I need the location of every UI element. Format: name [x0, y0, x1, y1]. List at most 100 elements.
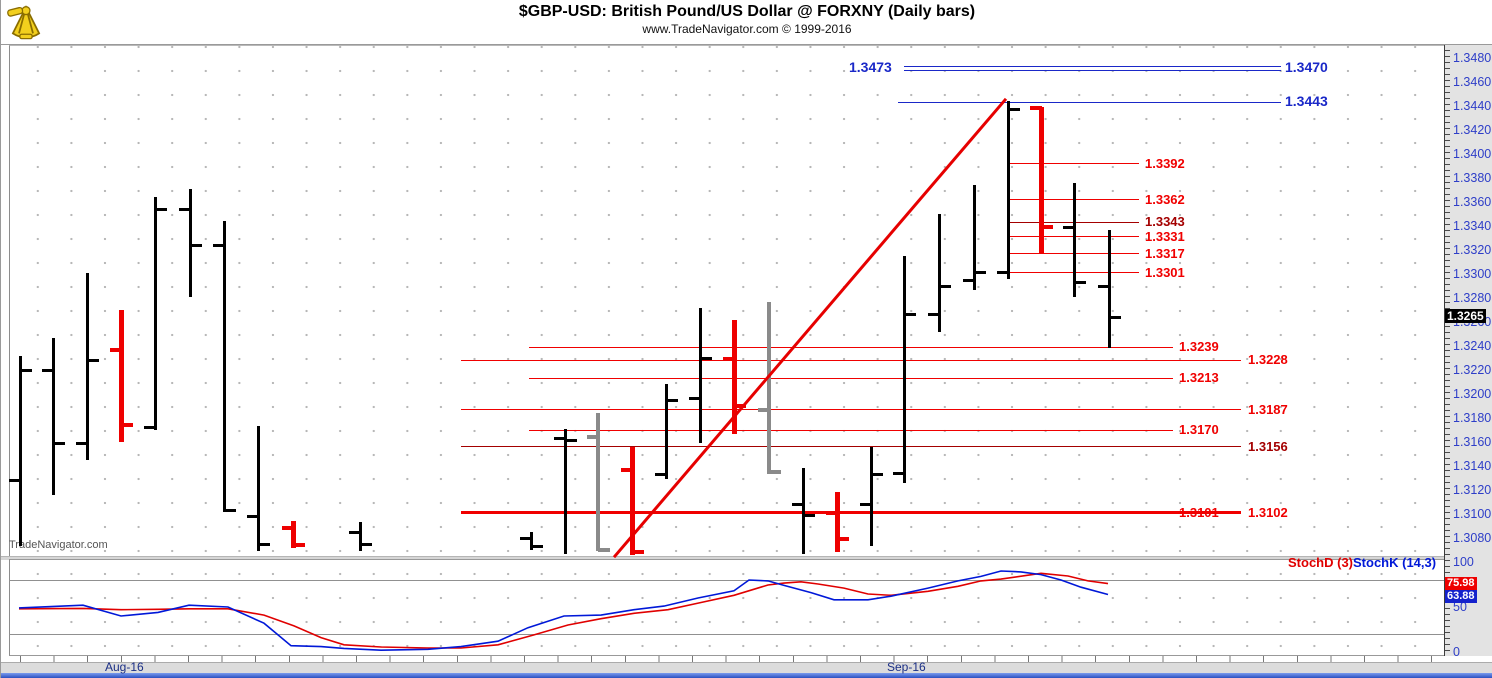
ohlc-open-tick: [963, 278, 975, 282]
stochastic-panel-canvas[interactable]: [9, 559, 1444, 656]
ohlc-bar: [223, 221, 226, 512]
ohlc-bar: [835, 492, 840, 553]
ohlc-close-tick: [974, 271, 986, 275]
price-axis-label: 1.3320: [1453, 243, 1492, 257]
ohlc-bar: [699, 307, 702, 444]
ohlc-open-tick: [689, 397, 701, 401]
ohlc-bar: [52, 337, 55, 495]
date-axis-band[interactable]: [1, 662, 1492, 673]
price-line[interactable]: [461, 359, 1241, 361]
ohlc-close-tick: [258, 542, 270, 546]
date-axis-label: Sep-16: [887, 660, 926, 674]
price-axis-label: 1.3480: [1453, 51, 1492, 65]
price-axis-label: 1.3100: [1453, 507, 1492, 521]
stochk-legend-label[interactable]: StochK (14,3): [1353, 555, 1437, 570]
ohlc-open-tick: [587, 435, 599, 440]
ohlc-bar: [154, 197, 157, 430]
ohlc-close-tick: [700, 356, 712, 360]
ohlc-open-tick: [9, 478, 21, 482]
header-divider: [1, 44, 1492, 45]
ohlc-open-tick: [42, 368, 54, 372]
ohlc-bar: [903, 256, 906, 483]
ohlc-bar: [596, 413, 600, 552]
ohlc-close-tick: [190, 243, 202, 247]
stoch-level-line: [9, 580, 1444, 581]
watermark: TradeNavigator.com: [9, 539, 108, 551]
ohlc-close-tick: [565, 439, 577, 443]
current-price-badge: 1.3265: [1445, 309, 1486, 323]
ohlc-open-tick: [655, 472, 667, 476]
tradenavigator-logo-icon: [5, 2, 47, 42]
ohlc-bar: [767, 301, 771, 475]
stochd-legend-label[interactable]: StochD (3): [1288, 555, 1353, 570]
stochk-value-badge: 63.88: [1445, 590, 1477, 604]
price-axis-label: 1.3420: [1453, 123, 1492, 137]
price-axis-label: 1.3160: [1453, 435, 1492, 449]
price-axis-label: 1.3280: [1453, 291, 1492, 305]
ohlc-open-tick: [893, 471, 905, 475]
ohlc-bar: [1007, 101, 1010, 279]
horizontal-scrollbar[interactable]: [1, 673, 1492, 678]
price-axis-label: 1.3240: [1453, 339, 1492, 353]
price-line[interactable]: [529, 377, 1173, 379]
price-axis-label: 1.3180: [1453, 411, 1492, 425]
price-line[interactable]: [461, 511, 1241, 515]
price-axis-label: 1.3340: [1453, 219, 1492, 233]
ohlc-close-tick: [53, 441, 65, 445]
ohlc-close-tick: [293, 543, 305, 548]
price-line[interactable]: [1008, 163, 1139, 165]
price-axis-label: 1.3140: [1453, 459, 1492, 473]
price-axis-label: 1.3360: [1453, 195, 1492, 209]
stochd-value-badge: 75.98: [1445, 577, 1477, 591]
resistance-line[interactable]: [898, 102, 1281, 104]
ohlc-close-tick: [224, 508, 236, 512]
resistance-line[interactable]: [904, 70, 1281, 71]
ohlc-close-tick: [769, 470, 781, 474]
price-line-label: 1.3362: [1145, 191, 1185, 207]
price-axis[interactable]: [1444, 45, 1492, 656]
price-axis-label: 1.3300: [1453, 267, 1492, 281]
ohlc-close-tick: [155, 207, 167, 211]
ohlc-bar: [119, 310, 124, 442]
chart-title: $GBP-USD: British Pound/US Dollar @ FORX…: [518, 3, 976, 20]
ohlc-bar: [257, 426, 260, 552]
price-line[interactable]: [461, 409, 1241, 411]
ohlc-bar: [189, 188, 192, 297]
price-axis-label: 1.3440: [1453, 99, 1492, 113]
ohlc-open-tick: [723, 357, 735, 362]
ohlc-open-tick: [928, 313, 940, 317]
ohlc-bar: [870, 446, 873, 547]
price-axis-label: 1.3460: [1453, 75, 1492, 89]
price-line-label: 1.3213: [1179, 370, 1219, 386]
ohlc-open-tick: [349, 530, 361, 534]
stoch-level-line: [9, 634, 1444, 635]
chart-subtitle: www.TradeNavigator.com © 1999-2016: [642, 22, 852, 36]
ohlc-open-tick: [520, 536, 532, 540]
ohlc-bar: [1073, 182, 1076, 297]
ohlc-close-tick: [1041, 225, 1053, 230]
date-axis-label: Aug-16: [105, 660, 144, 674]
ohlc-bar: [86, 272, 89, 460]
price-line-label: 1.3170: [1179, 422, 1219, 437]
price-line[interactable]: [461, 446, 1241, 448]
resistance-line[interactable]: [904, 66, 1281, 68]
resistance-line-label: 1.3473: [849, 59, 892, 76]
ohlc-close-tick: [598, 548, 610, 552]
price-axis-label: 1.3080: [1453, 531, 1492, 545]
ohlc-open-tick: [554, 436, 566, 440]
ohlc-bar: [530, 532, 533, 550]
ohlc-close-tick: [666, 398, 678, 402]
stoch-axis-label: 100: [1453, 555, 1474, 569]
date-axis-ticks: [9, 656, 1444, 662]
price-line-label: 1.3228: [1248, 352, 1288, 368]
ohlc-open-tick: [826, 510, 838, 515]
price-line[interactable]: [529, 346, 1173, 348]
price-axis-label: 1.3380: [1453, 171, 1492, 185]
resistance-line-label: 1.3470: [1285, 59, 1328, 76]
ohlc-bar: [732, 319, 737, 434]
ohlc-open-tick: [997, 271, 1009, 275]
ohlc-bar: [291, 521, 296, 548]
ohlc-close-tick: [803, 513, 815, 517]
price-line[interactable]: [529, 429, 1173, 431]
